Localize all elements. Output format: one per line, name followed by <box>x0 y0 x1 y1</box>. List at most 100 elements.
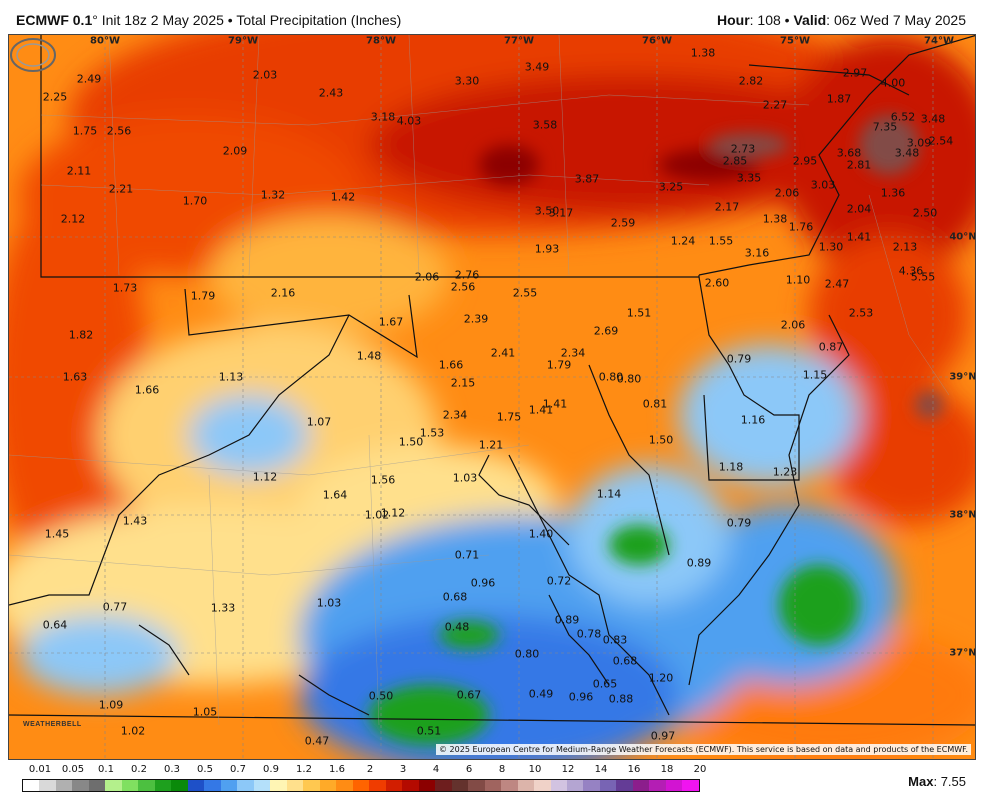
precip-value-label: 1.45 <box>44 527 70 541</box>
legend-color-bar <box>22 779 700 792</box>
precip-value-label: 2.03 <box>252 68 278 82</box>
precip-value-label: 1.75 <box>72 124 98 138</box>
legend-swatch <box>138 780 155 791</box>
precip-map[interactable]: 80°W 79°W 78°W 77°W 76°W 75°W 74°W 40°N 39°N 38°N… <box>8 34 976 760</box>
precip-value-label: 1.93 <box>534 242 560 256</box>
precip-value-label: 1.12 <box>252 470 278 484</box>
legend-swatch <box>204 780 221 791</box>
precip-value-label: 1.03 <box>452 471 478 485</box>
legend-tick-label: 1.2 <box>296 764 312 775</box>
legend-swatch <box>682 780 699 791</box>
legend-tick-label: 0.05 <box>61 764 85 775</box>
legend-tick-label: 3 <box>399 764 407 775</box>
precip-value-label: 2.34 <box>560 346 586 360</box>
precip-value-label: 1.30 <box>818 240 844 254</box>
precip-value-label: 3.17 <box>548 206 574 220</box>
precip-value-label: 2.12 <box>60 212 86 226</box>
precip-value-label: 0.96 <box>568 690 594 704</box>
precip-value-label: 3.30 <box>454 74 480 88</box>
legend-swatch <box>23 780 40 791</box>
precip-value-label: 2.43 <box>318 86 344 100</box>
precip-value-label: 1.38 <box>690 46 716 60</box>
precip-value-label: 1.79 <box>546 358 572 372</box>
precip-value-label: 3.25 <box>658 180 684 194</box>
precip-value-label: 1.41 <box>846 230 872 244</box>
precip-value-label: 1.13 <box>218 370 244 384</box>
precip-value-label: 1.67 <box>378 315 404 329</box>
precip-value-label: 2.54 <box>928 134 954 148</box>
precip-value-label: 2.95 <box>792 154 818 168</box>
precip-value-label: 3.68 <box>836 146 862 160</box>
precip-value-label: 0.68 <box>612 654 638 668</box>
precip-value-label: 2.17 <box>714 200 740 214</box>
model-name: ECMWF 0.1 <box>16 12 93 28</box>
legend-swatch <box>385 780 403 791</box>
precip-value-label: 2.13 <box>892 240 918 254</box>
precip-value-label: 2.81 <box>846 158 872 172</box>
precip-value-label: 0.79 <box>726 516 752 530</box>
legend-swatch <box>649 780 666 791</box>
legend-tick-label: 1.6 <box>329 764 345 775</box>
legend-tick-label: 0.2 <box>131 764 147 775</box>
precip-value-label: 0.77 <box>102 600 128 614</box>
legend-swatch <box>599 780 617 791</box>
legend-swatch <box>352 780 370 791</box>
legend-swatch <box>121 780 139 791</box>
header: ECMWF 0.1° Init 18z 2 May 2025 • Total P… <box>0 0 984 34</box>
legend-tick-label: 0.3 <box>164 764 180 775</box>
longitude-label: 75°W <box>780 35 810 47</box>
precip-value-label: 1.23 <box>772 465 798 479</box>
precip-value-label: 2.04 <box>846 202 872 216</box>
precip-value-label: 0.81 <box>642 397 668 411</box>
legend-swatch <box>319 780 337 791</box>
precip-value-label: 2.11 <box>66 164 92 178</box>
legend-swatch <box>237 780 254 791</box>
precip-value-label: 0.72 <box>546 574 572 588</box>
precip-value-label: 1.20 <box>648 671 674 685</box>
precip-value-label: 0.65 <box>592 677 618 691</box>
precip-value-label: 3.48 <box>894 146 920 160</box>
precip-value-label: 1.38 <box>762 212 788 226</box>
precip-value-label: 1.87 <box>826 92 852 106</box>
legend-swatch <box>187 780 205 791</box>
legend-tick-label: 0.9 <box>263 764 279 775</box>
longitude-label: 80°W <box>90 35 120 47</box>
precip-value-label: 1.12 <box>380 506 406 520</box>
legend-tick-label: 18 <box>660 764 674 775</box>
legend-tick-label: 4 <box>432 764 440 775</box>
precip-value-label: 1.66 <box>134 383 160 397</box>
precip-value-label: 1.63 <box>62 370 88 384</box>
precip-value-label: 0.83 <box>602 633 628 647</box>
precip-value-label: 4.03 <box>396 114 422 128</box>
precip-value-label: 1.64 <box>322 488 348 502</box>
precip-value-label: 0.78 <box>576 627 602 641</box>
legend-tick-label: 10 <box>528 764 542 775</box>
legend-swatch <box>270 780 287 791</box>
precip-value-label: 2.56 <box>106 124 132 138</box>
precip-value-label: 2.59 <box>610 216 636 230</box>
precip-value-label: 0.50 <box>368 689 394 703</box>
precip-value-label: 1.82 <box>68 328 94 342</box>
precip-value-label: 1.14 <box>596 487 622 501</box>
precip-value-label: 0.49 <box>528 687 554 701</box>
precip-value-label: 1.36 <box>880 186 906 200</box>
legend-tick-label: 0.1 <box>98 764 114 775</box>
precip-value-label: 3.87 <box>574 172 600 186</box>
precip-value-label: 2.73 <box>730 142 756 156</box>
legend-tick-label: 2 <box>366 764 374 775</box>
precip-value-label: 2.21 <box>108 182 134 196</box>
precip-value-label: 1.50 <box>398 435 424 449</box>
weatherbell-logo <box>10 38 56 72</box>
legend-swatch <box>468 780 485 791</box>
precip-value-label: 2.85 <box>722 154 748 168</box>
legend-swatch <box>303 780 320 791</box>
legend-tick-label: 0.5 <box>197 764 213 775</box>
precip-value-label: 0.80 <box>598 370 624 384</box>
legend-tick-label: 12 <box>561 764 575 775</box>
precip-value-label: 0.80 <box>616 372 642 386</box>
precip-value-label: 2.47 <box>824 277 850 291</box>
precip-value-label: 2.97 <box>842 66 868 80</box>
precip-value-label: 2.76 <box>454 268 480 282</box>
legend-tick-label: 20 <box>693 764 707 775</box>
legend-swatch <box>336 780 353 791</box>
